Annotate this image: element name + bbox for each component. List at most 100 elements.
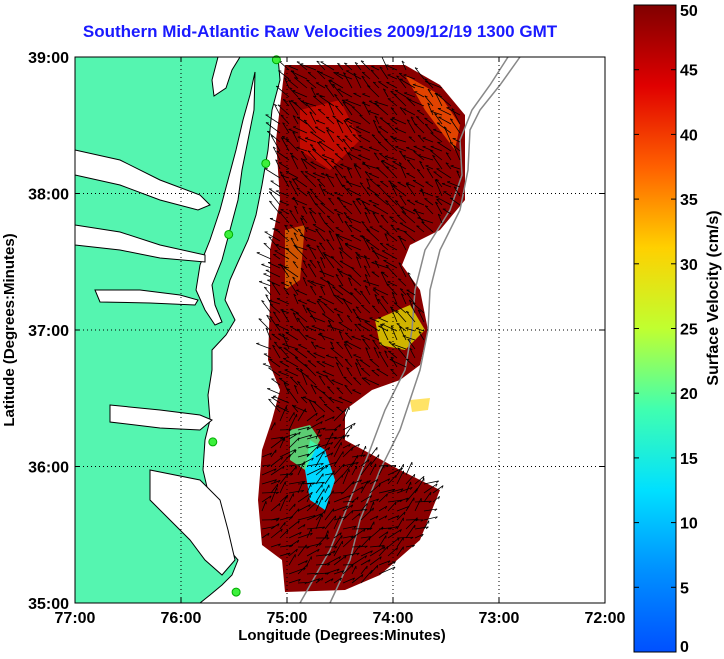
velocity-arrow [309, 188, 317, 197]
velocity-arrow-head [409, 487, 413, 490]
velocity-arrow-head [283, 382, 287, 385]
velocity-arrow-head [363, 528, 366, 532]
velocity-arrow [300, 234, 317, 242]
velocity-arrow-head [305, 444, 309, 448]
velocity-arrow-head [276, 85, 280, 88]
velocity-arrow [334, 153, 344, 161]
velocity-arrow [296, 116, 308, 125]
velocity-arrow [425, 181, 434, 188]
velocity-arrow-head [306, 426, 310, 430]
velocity-arrow [312, 148, 326, 161]
velocity-arrow-head [451, 108, 455, 111]
velocity-arrow-head [317, 549, 320, 552]
velocity-arrow-head [338, 247, 342, 249]
velocity-arrow-head [310, 384, 314, 387]
velocity-arrow [371, 262, 389, 269]
velocity-arrow-head [393, 465, 397, 468]
velocity-arrow [288, 554, 296, 566]
velocity-arrow-head [327, 319, 331, 323]
velocity-arrow [296, 61, 308, 71]
velocity-arrow-head [275, 228, 279, 231]
velocity-arrow [294, 348, 308, 359]
velocity-arrow [285, 332, 299, 341]
velocity-arrow [319, 72, 335, 80]
grid-lines [75, 57, 605, 603]
velocity-arrows [256, 57, 461, 585]
velocity-arrow [387, 281, 398, 287]
velocity-arrow-head [275, 491, 279, 495]
velocity-arrow [415, 327, 425, 332]
velocity-arrow-head [365, 347, 369, 350]
velocity-arrow [275, 228, 290, 242]
velocity-arrow-head [328, 553, 332, 557]
velocity-arrow-head [326, 537, 330, 540]
y-axis: 39:00 38:00 37:00 36:00 35:00 [28, 50, 605, 613]
velocity-arrow-head [308, 399, 312, 402]
velocity-arrow [278, 371, 290, 377]
velocity-arrow [270, 523, 280, 530]
velocity-arrow-head [397, 347, 401, 350]
velocity-arrow-head [436, 198, 440, 201]
velocity-arrow [396, 546, 404, 557]
velocity-arrow-head [387, 122, 391, 125]
velocity-arrow-head [317, 141, 321, 144]
velocity-arrow [402, 108, 416, 116]
velocity-arrow-head [393, 93, 397, 96]
velocity-arrow-head [326, 129, 330, 132]
velocity-arrow [430, 132, 443, 143]
velocity-arrow-head [417, 169, 421, 171]
velocity-arrow [342, 577, 355, 584]
velocity-arrow-head [406, 183, 410, 186]
velocity-arrow-head [258, 318, 262, 320]
velocity-arrow [285, 247, 299, 260]
velocity-arrow-head [395, 200, 399, 202]
velocity-arrow [378, 488, 395, 494]
velocity-arrow-head [292, 261, 296, 264]
velocity-arrow-head [330, 347, 334, 349]
velocity-arrow [349, 225, 362, 233]
velocity-arrow [397, 278, 407, 287]
velocity-arrow [397, 347, 407, 359]
velocity-arrow [359, 290, 371, 305]
velocity-arrow [452, 138, 461, 143]
velocity-arrow-head [406, 119, 410, 122]
velocity-arrow-head [300, 267, 304, 270]
velocity-arrow [376, 167, 389, 179]
velocity-arrow [344, 384, 353, 395]
velocity-arrow-head [371, 570, 373, 574]
velocity-arrow-head [263, 242, 267, 245]
velocity-arrow [316, 60, 326, 71]
velocity-arrow-head [350, 504, 354, 508]
velocity-arrow [393, 93, 407, 107]
velocity-arrow [409, 299, 416, 314]
velocity-arrow [342, 564, 354, 575]
velocity-arrow [390, 356, 398, 368]
velocity-arrow-head [274, 103, 278, 107]
velocity-arrow-head [453, 145, 457, 148]
velocity-arrow-head [374, 260, 378, 263]
velocity-arrow [361, 163, 380, 170]
velocity-arrow [344, 358, 353, 368]
velocity-arrow-head [307, 150, 311, 153]
velocity-arrow [352, 134, 362, 143]
velocity-arrow [372, 81, 380, 89]
velocity-arrow [323, 253, 335, 269]
velocity-arrow-head [372, 289, 376, 291]
velocity-arrow [328, 230, 335, 242]
velocity-arrow [302, 159, 317, 170]
velocity-arrow [369, 501, 374, 512]
velocity-arrow [388, 350, 398, 359]
velocity-arrow-head [278, 263, 282, 266]
velocity-arrow [305, 102, 317, 116]
velocity-arrow [453, 145, 461, 161]
velocity-arrow-head [289, 152, 294, 155]
velocity-arrow [318, 212, 326, 224]
velocity-arrow [307, 280, 317, 287]
velocity-arrow-head [401, 211, 405, 213]
velocity-arrow [271, 333, 281, 341]
velocity-arrow [358, 154, 371, 161]
velocity-arrow-head [305, 560, 308, 564]
velocity-arrow [432, 496, 440, 503]
velocity-arrow-head [281, 137, 285, 140]
velocity-arrow-head [355, 358, 359, 361]
